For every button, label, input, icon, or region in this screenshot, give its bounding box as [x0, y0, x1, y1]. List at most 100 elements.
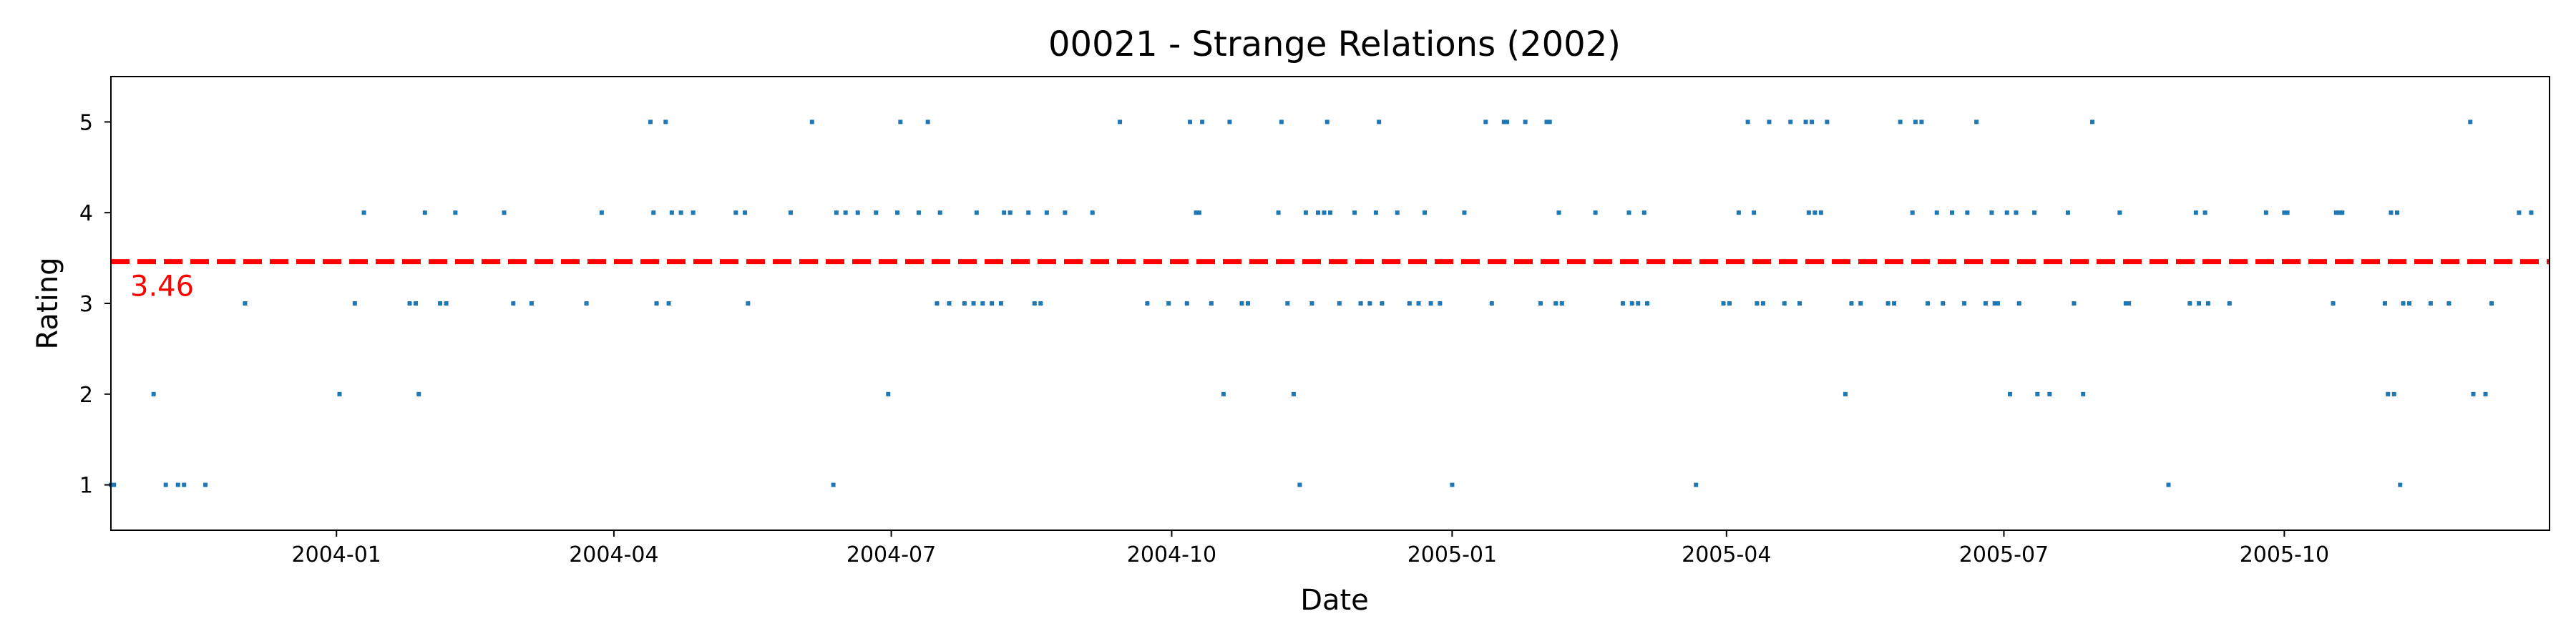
data-point: [1395, 210, 1400, 215]
data-point: [453, 210, 458, 215]
data-point: [1002, 210, 1007, 215]
data-point: [1892, 301, 1897, 306]
data-point: [2333, 210, 2338, 215]
data-point: [1813, 210, 1818, 215]
data-point: [962, 301, 967, 306]
data-point: [1752, 210, 1757, 215]
data-point: [1416, 301, 1421, 306]
data-point: [678, 210, 683, 215]
data-point: [1209, 301, 1214, 306]
data-point: [1941, 301, 1946, 306]
data-point: [2331, 301, 2336, 306]
data-point: [788, 210, 793, 215]
data-point: [2197, 301, 2202, 306]
data-point: [1428, 301, 1433, 306]
data-point: [2187, 301, 2192, 306]
data-point: [414, 301, 418, 306]
data-point: [1858, 301, 1863, 306]
data-point: [2389, 210, 2394, 215]
data-point: [1090, 210, 1095, 215]
data-point: [182, 482, 187, 487]
data-point: [974, 210, 979, 215]
data-point: [1245, 301, 1250, 306]
data-point: [2483, 391, 2488, 396]
data-point: [438, 301, 443, 306]
data-point: [1008, 210, 1013, 215]
data-point: [1797, 301, 1802, 306]
data-point: [925, 119, 930, 125]
data-point: [1553, 301, 1558, 306]
data-point: [1913, 119, 1918, 125]
data-point: [1898, 119, 1903, 125]
data-point: [1629, 301, 1634, 306]
data-point: [1200, 119, 1205, 125]
data-point: [1523, 119, 1528, 125]
data-point: [1450, 482, 1455, 487]
data-point: [1843, 391, 1848, 396]
data-point: [809, 119, 814, 125]
data-point: [1324, 119, 1330, 125]
data-point: [1544, 119, 1549, 125]
data-point: [2391, 391, 2396, 396]
data-point: [2016, 301, 2021, 306]
data-point: [1367, 301, 1372, 306]
y-tick-label: 4: [79, 201, 93, 226]
mean-label: 3.46: [130, 270, 194, 303]
data-point: [651, 210, 656, 215]
data-point: [2007, 391, 2012, 396]
data-point: [935, 301, 940, 306]
data-point: [2395, 210, 2399, 215]
data-point: [2386, 391, 2391, 396]
data-point: [895, 210, 900, 215]
data-point: [416, 391, 421, 396]
data-point: [898, 119, 903, 125]
data-point: [444, 301, 449, 306]
data-point: [2282, 210, 2287, 215]
data-point: [2193, 210, 2198, 215]
data-point: [2205, 301, 2210, 306]
data-point: [2117, 210, 2122, 215]
data-point: [648, 119, 653, 125]
data-point: [663, 119, 668, 125]
data-point: [1636, 301, 1641, 306]
x-tick-label: 2005-04: [1682, 542, 1771, 567]
data-point: [422, 210, 427, 215]
data-point: [1721, 301, 1726, 306]
data-point: [937, 210, 942, 215]
data-point: [1026, 210, 1031, 215]
x-tick-label: 2005-01: [1407, 542, 1497, 567]
data-point: [1767, 119, 1772, 125]
y-axis: 1 2 3 4 5: [79, 110, 111, 499]
x-tick-label: 2004-04: [569, 542, 658, 567]
data-point: [1992, 301, 1997, 306]
data-point: [2337, 210, 2342, 215]
data-point: [1538, 301, 1543, 306]
data-point: [1285, 301, 1290, 306]
data-point: [1641, 210, 1646, 215]
data-point: [855, 210, 860, 215]
x-tick-label: 2004-01: [292, 542, 381, 567]
data-point: [1188, 119, 1193, 125]
data-point: [1328, 210, 1332, 215]
data-point: [2398, 482, 2403, 487]
y-tick-label: 2: [79, 383, 93, 408]
data-point: [2014, 210, 2019, 215]
data-point: [1806, 210, 1811, 215]
data-point: [2468, 119, 2473, 125]
data-point: [2471, 391, 2476, 396]
data-point: [743, 210, 748, 215]
data-point: [1910, 210, 1915, 215]
data-point: [1849, 301, 1854, 306]
data-point: [2227, 301, 2232, 306]
data-point: [1279, 119, 1284, 125]
data-point: [1423, 210, 1428, 215]
data-point: [874, 210, 879, 215]
data-point: [1489, 301, 1494, 306]
data-point: [337, 391, 342, 396]
data-point: [511, 301, 516, 306]
data-point: [1694, 482, 1699, 487]
data-point: [2407, 301, 2412, 306]
data-point: [1303, 210, 1308, 215]
x-tick-label: 2005-07: [1959, 542, 2049, 567]
data-point: [2401, 301, 2406, 306]
